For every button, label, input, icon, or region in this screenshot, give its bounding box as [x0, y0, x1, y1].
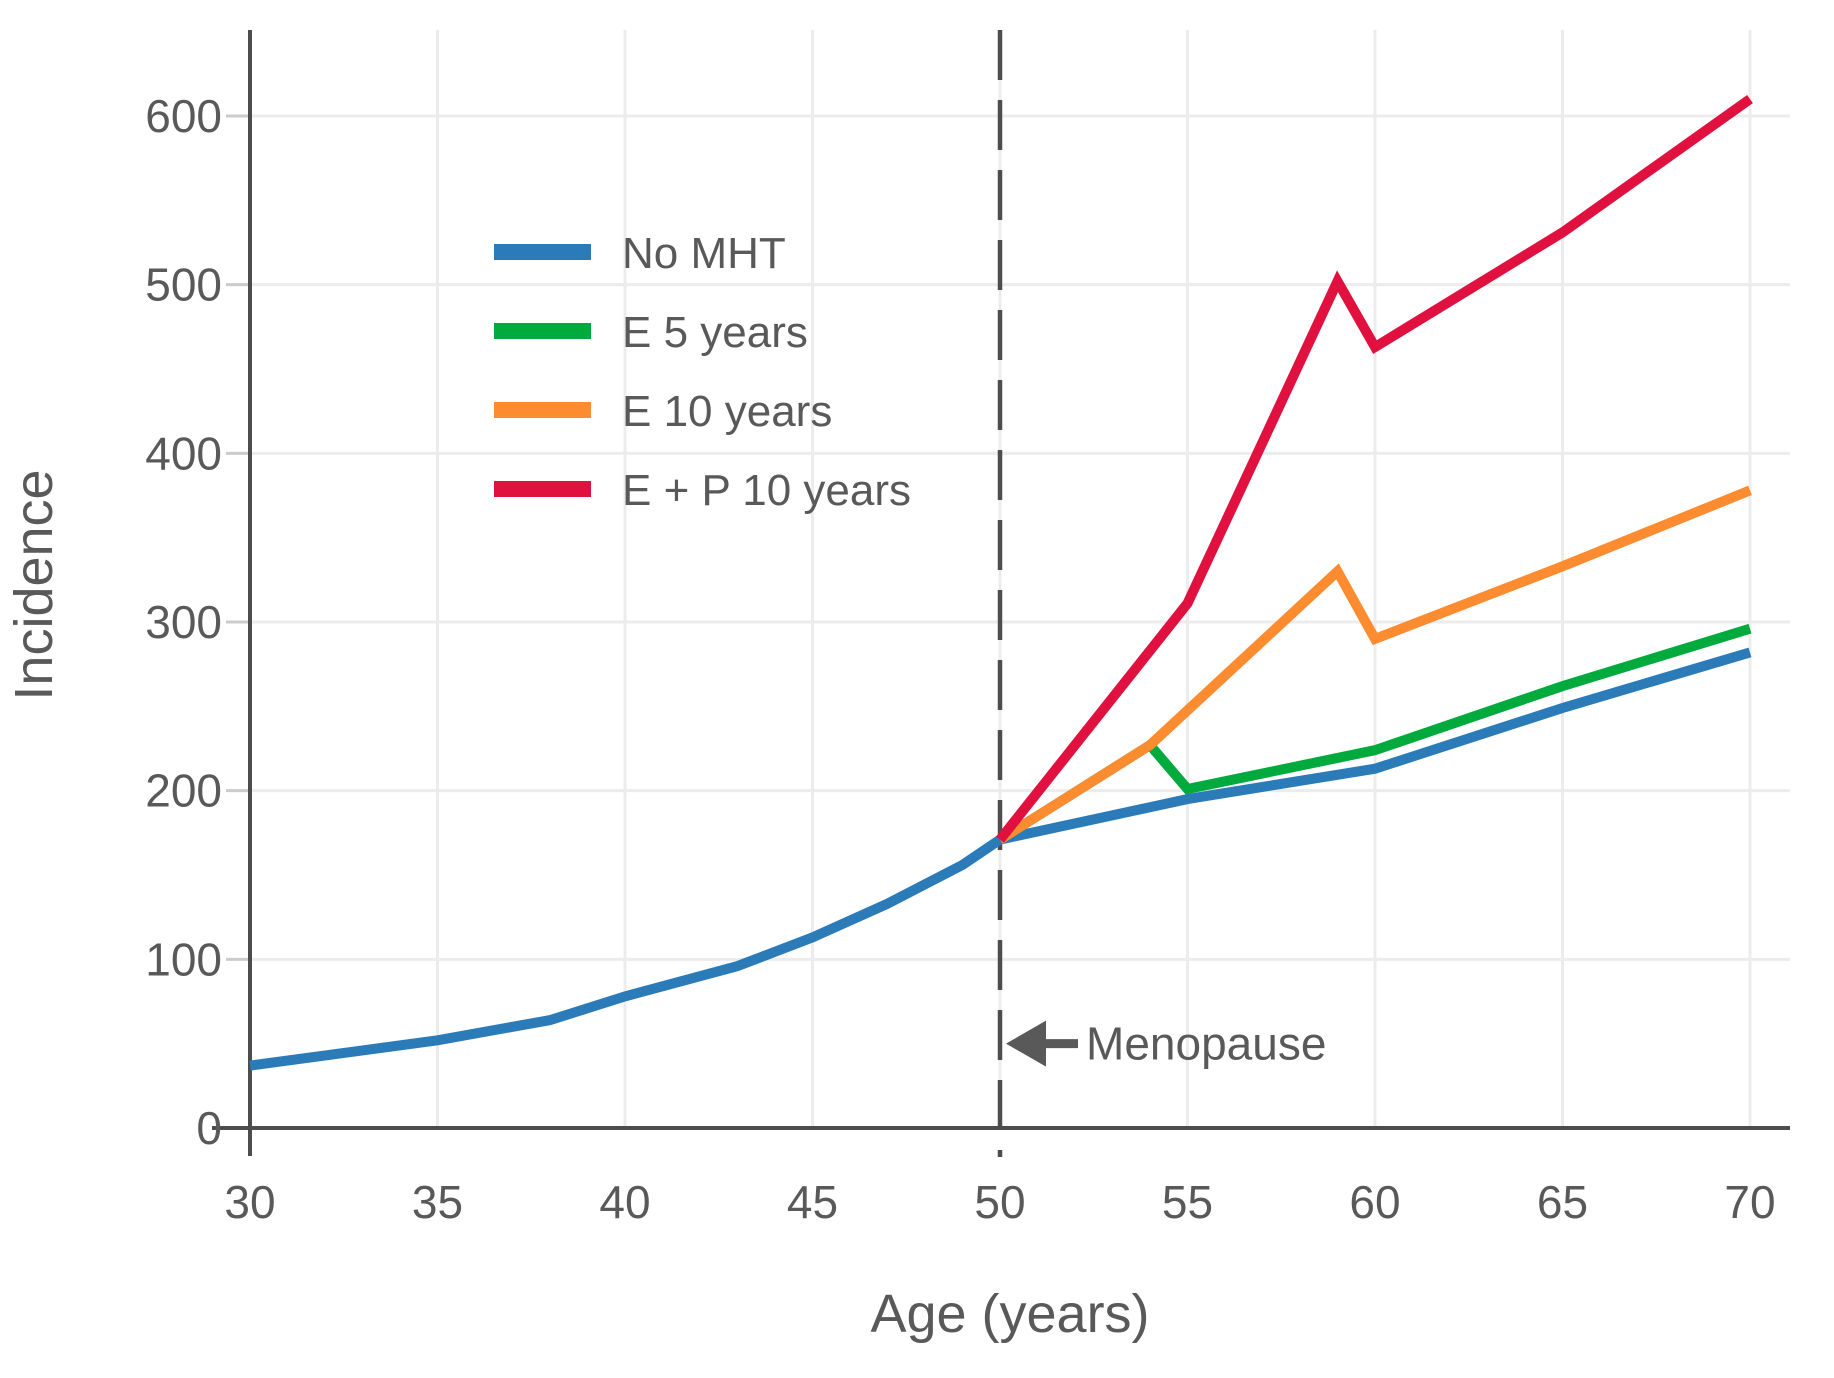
y-tick-label-200: 200	[145, 765, 222, 817]
x-tick-label-35: 35	[412, 1176, 463, 1228]
x-axis-title: Age (years)	[870, 1284, 1149, 1344]
x-tick-label-65: 65	[1537, 1176, 1588, 1228]
y-tick-label-300: 300	[145, 596, 222, 648]
y-tick-label-100: 100	[145, 933, 222, 985]
legend-label-e-5-years: E 5 years	[622, 308, 808, 357]
grid-layer	[250, 30, 1790, 1128]
series-line-e-p-10-years	[996, 95, 1753, 843]
x-tick-label-50: 50	[974, 1176, 1025, 1228]
y-tick-label-500: 500	[145, 259, 222, 311]
legend-swatch-no-mht	[494, 244, 591, 260]
x-tick-label-55: 55	[1162, 1176, 1213, 1228]
annotation-layer: Menopause	[997, 30, 1326, 1157]
x-tick-label-60: 60	[1349, 1176, 1400, 1228]
y-tick-label-0: 0	[196, 1102, 222, 1154]
legend-label-e-10-years: E 10 years	[622, 387, 832, 436]
tick-label-layer: 30 35 40 45 50 55 60 65 70 0 100 200 300 400 500 600	[145, 90, 1775, 1228]
menopause-annotation-label: Menopause	[1086, 1018, 1326, 1070]
x-tick-label-70: 70	[1724, 1176, 1775, 1228]
series-line-e-10-years	[997, 485, 1752, 844]
legend-swatch-e-10-years	[494, 402, 591, 418]
x-tick-label-30: 30	[224, 1176, 275, 1228]
legend: No MHT E 5 years E 10 years E + P 10 years	[494, 229, 911, 515]
tick-layer	[226, 114, 250, 961]
legend-label-e-p-10-years: E + P 10 years	[622, 466, 911, 515]
menopause-arrow-head-icon	[1006, 1020, 1046, 1067]
legend-label-no-mht: No MHT	[622, 229, 786, 278]
x-tick-label-40: 40	[599, 1176, 650, 1228]
series-line-no-mht	[249, 647, 1752, 1071]
y-tick-label-400: 400	[145, 427, 222, 479]
series-layer	[249, 95, 1753, 1071]
x-tick-label-45: 45	[787, 1176, 838, 1228]
y-axis-title: Incidence	[4, 469, 64, 700]
legend-swatch-e-p-10-years	[494, 481, 591, 497]
y-tick-label-600: 600	[145, 90, 222, 142]
legend-swatch-e-5-years	[494, 323, 591, 339]
